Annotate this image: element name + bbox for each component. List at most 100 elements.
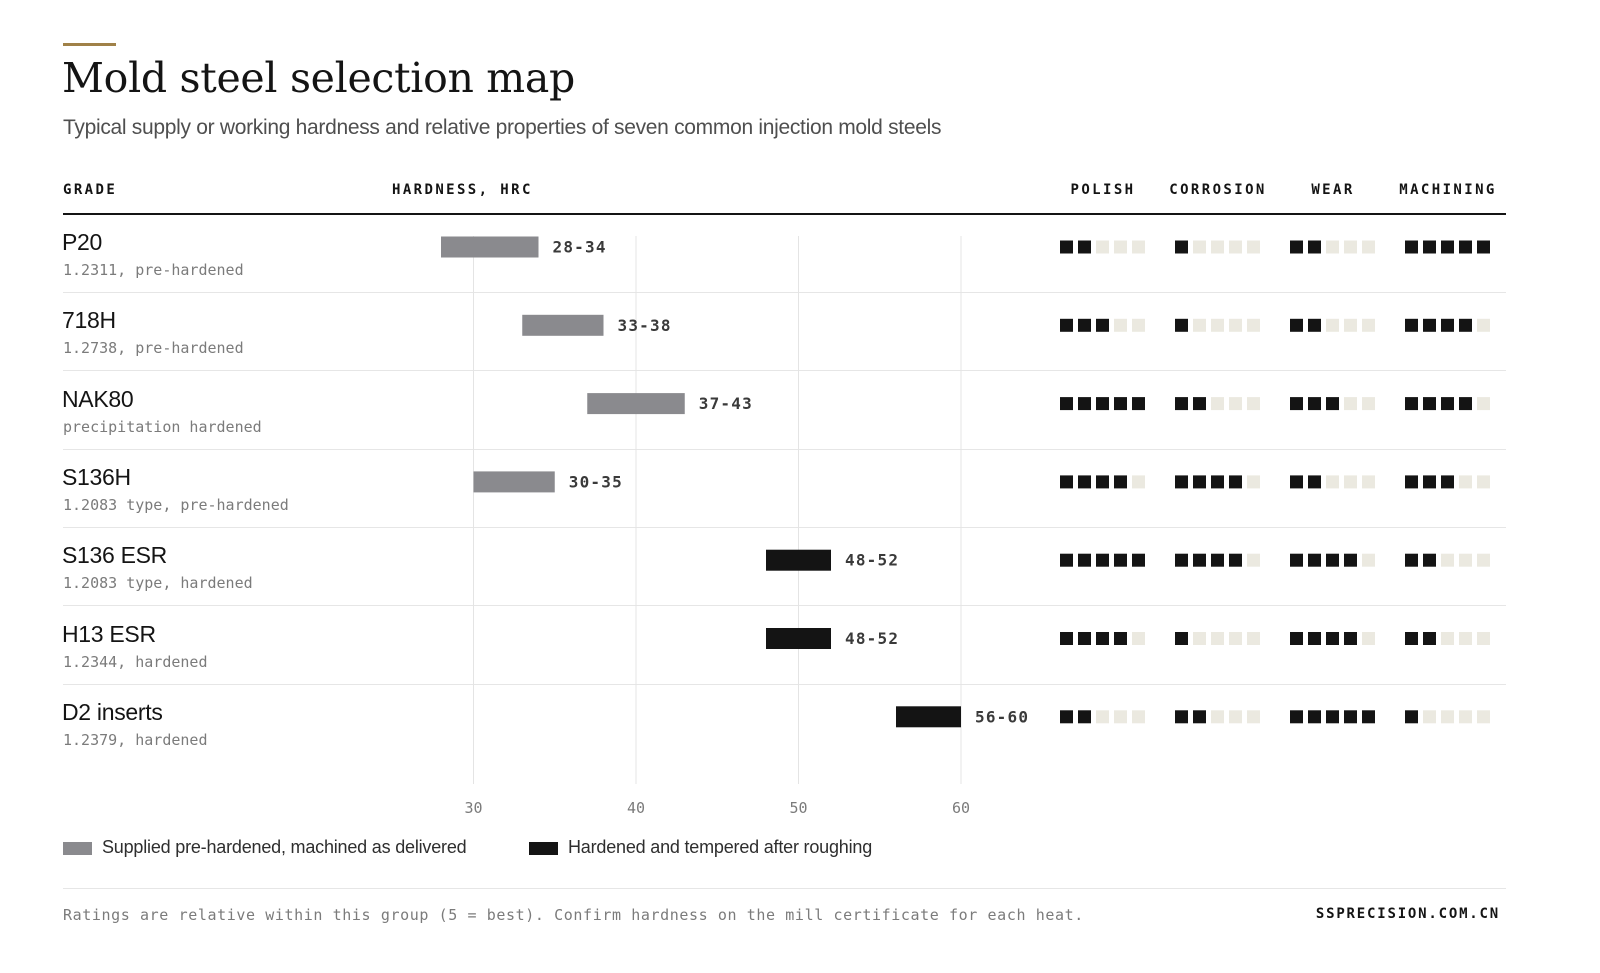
grade-name: S136H (62, 463, 131, 490)
rating-square (1308, 475, 1321, 489)
header-polish: POLISH (1070, 182, 1136, 198)
rating-square (1175, 397, 1188, 411)
grade-note: 1.2083 type, pre-hardened (63, 495, 289, 514)
rating-square (1132, 710, 1145, 724)
rating-square (1477, 710, 1490, 724)
rating-square (1114, 475, 1127, 489)
rating-square (1193, 632, 1206, 645)
rating-square (1326, 632, 1339, 645)
rating-square (1229, 240, 1242, 254)
rating-square (1290, 632, 1303, 645)
rating-square (1060, 475, 1073, 489)
rating-square (1344, 397, 1357, 411)
rating-square (1175, 240, 1188, 254)
rating-square (1459, 632, 1472, 645)
rating-square (1078, 710, 1091, 724)
rating-square (1308, 710, 1321, 724)
rating-square (1477, 397, 1490, 411)
row-separator (63, 605, 1506, 606)
rating-square (1193, 475, 1206, 489)
rating-square (1096, 553, 1109, 567)
rating-square (1459, 553, 1472, 567)
bar-label: 33-38 (618, 316, 672, 335)
rating-square (1290, 475, 1303, 489)
rating-square (1405, 710, 1418, 724)
rating-square (1096, 318, 1109, 332)
rating-square (1405, 240, 1418, 254)
row-separator (63, 684, 1506, 685)
rating-square (1096, 632, 1109, 645)
rating-square (1247, 318, 1260, 332)
bar-label: 28-34 (553, 238, 607, 257)
grade-name: H13 ESR (62, 620, 156, 647)
rating-square (1229, 318, 1242, 332)
rating-square (1290, 318, 1303, 332)
bar-label: 30-35 (569, 472, 623, 491)
rating-square (1344, 710, 1357, 724)
rating-square (1060, 240, 1073, 254)
rating-square (1405, 475, 1418, 489)
rating-square (1459, 240, 1472, 254)
rating-square (1441, 632, 1454, 645)
rating-square (1405, 397, 1418, 411)
rating-square (1175, 475, 1188, 489)
rating-square (1078, 240, 1091, 254)
footnote: Ratings are relative within this group (… (63, 906, 1084, 924)
rating-square (1423, 553, 1436, 567)
rating-square (1423, 632, 1436, 645)
rating-square (1423, 240, 1436, 254)
chart-subtitle: Typical supply or working hardness and r… (63, 116, 942, 139)
x-tick-label: 60 (952, 799, 970, 817)
rating-square (1344, 318, 1357, 332)
accent-rule (63, 43, 116, 46)
header-wear: WEAR (1311, 182, 1355, 198)
rating-square (1362, 553, 1375, 567)
rating-square (1362, 710, 1375, 724)
rating-square (1247, 710, 1260, 724)
rating-square (1078, 553, 1091, 567)
rating-square (1211, 318, 1224, 332)
rating-square (1344, 240, 1357, 254)
rating-square (1247, 475, 1260, 489)
grade-note: 1.2083 type, hardened (63, 574, 253, 593)
header-hardness: HARDNESS, HRC (392, 182, 533, 198)
hardness-bar (522, 314, 604, 336)
rating-square (1114, 553, 1127, 567)
rating-square (1308, 553, 1321, 567)
rating-square (1096, 475, 1109, 489)
row-separator (63, 449, 1506, 450)
rating-square (1175, 318, 1188, 332)
rating-square (1132, 632, 1145, 645)
rating-square (1308, 632, 1321, 645)
rating-square (1247, 553, 1260, 567)
grade-name: NAK80 (62, 385, 134, 412)
site-link[interactable]: SSPRECISION.COM.CN (1315, 906, 1500, 922)
rating-square (1193, 553, 1206, 567)
rating-square (1344, 475, 1357, 489)
rating-square (1459, 318, 1472, 332)
rating-square (1060, 397, 1073, 411)
hardness-bar (441, 236, 539, 258)
row-separator (63, 292, 1506, 293)
rating-square (1362, 397, 1375, 411)
grade-note: 1.2379, hardened (63, 730, 208, 749)
hardness-bar (766, 549, 831, 571)
rating-square (1326, 553, 1339, 567)
rating-square (1132, 397, 1145, 411)
rating-square (1096, 240, 1109, 254)
x-tick-label: 30 (464, 799, 482, 817)
rating-square (1132, 240, 1145, 254)
rating-square (1477, 632, 1490, 645)
rating-square (1132, 475, 1145, 489)
rating-square (1308, 318, 1321, 332)
rating-square (1290, 397, 1303, 411)
rating-square (1326, 710, 1339, 724)
hardness-bar (896, 706, 961, 728)
grade-note: precipitation hardened (63, 417, 262, 436)
rating-square (1060, 553, 1073, 567)
rating-square (1229, 553, 1242, 567)
rating-square (1193, 397, 1206, 411)
rating-square (1441, 318, 1454, 332)
rating-square (1405, 318, 1418, 332)
